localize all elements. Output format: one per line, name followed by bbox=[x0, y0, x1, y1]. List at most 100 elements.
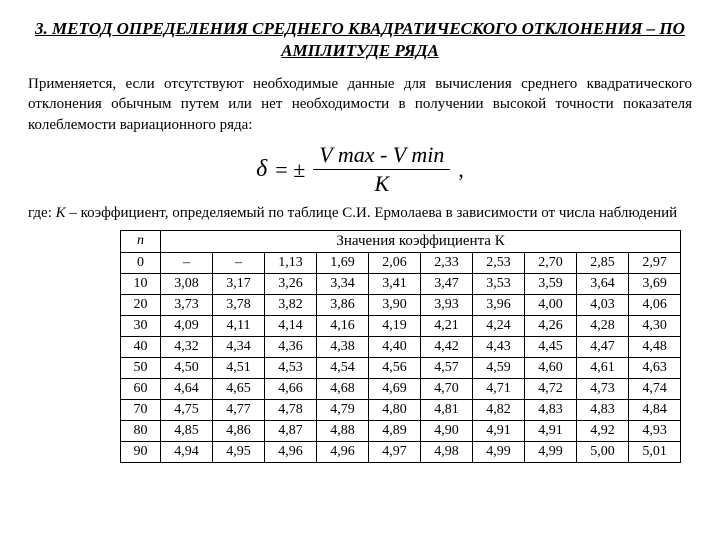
cell: 4,83 bbox=[577, 399, 629, 420]
cell: 4,53 bbox=[265, 357, 317, 378]
cell: 4,21 bbox=[421, 315, 473, 336]
cell: 3,59 bbox=[525, 273, 577, 294]
cell: 4,34 bbox=[213, 336, 265, 357]
note-mid: – коэффициент, определяемый по таблице С… bbox=[66, 205, 678, 221]
cell: 4,96 bbox=[265, 441, 317, 462]
cell: 4,93 bbox=[629, 420, 681, 441]
cell: 4,16 bbox=[317, 315, 369, 336]
numerator: V max - V min bbox=[313, 143, 450, 170]
cell: 4,42 bbox=[421, 336, 473, 357]
cell: 2,97 bbox=[629, 252, 681, 273]
row-head: 30 bbox=[121, 315, 161, 336]
cell: 4,90 bbox=[421, 420, 473, 441]
cell: 4,98 bbox=[421, 441, 473, 462]
cell: 4,99 bbox=[473, 441, 525, 462]
table-row: 404,324,344,364,384,404,424,434,454,474,… bbox=[121, 336, 681, 357]
row-head: 50 bbox=[121, 357, 161, 378]
cell: 4,94 bbox=[161, 441, 213, 462]
denominator: K bbox=[374, 170, 389, 196]
cell: 4,59 bbox=[473, 357, 525, 378]
coeff-table: n Значения коэффициента К 0––1,131,692,0… bbox=[120, 230, 681, 463]
cell: 4,84 bbox=[629, 399, 681, 420]
cell: 4,14 bbox=[265, 315, 317, 336]
delta-symbol: δ bbox=[256, 156, 267, 183]
cell: 4,63 bbox=[629, 357, 681, 378]
cell: 3,64 bbox=[577, 273, 629, 294]
table-header-row: n Значения коэффициента К bbox=[121, 230, 681, 252]
cell: 3,69 bbox=[629, 273, 681, 294]
fraction: V max - V min K bbox=[313, 143, 450, 196]
cell: 4,50 bbox=[161, 357, 213, 378]
cell: 4,95 bbox=[213, 441, 265, 462]
cell: 1,69 bbox=[317, 252, 369, 273]
note-prefix: где: bbox=[28, 205, 56, 221]
table-row: 904,944,954,964,964,974,984,994,995,005,… bbox=[121, 441, 681, 462]
table-row: 203,733,783,823,863,903,933,964,004,034,… bbox=[121, 294, 681, 315]
cell: 3,93 bbox=[421, 294, 473, 315]
cell: 4,26 bbox=[525, 315, 577, 336]
equals-plusminus: = ± bbox=[275, 157, 305, 183]
cell: 3,34 bbox=[317, 273, 369, 294]
intro-paragraph: Применяется, если отсутствуют необходимы… bbox=[28, 74, 692, 135]
cell: 4,09 bbox=[161, 315, 213, 336]
table-row: 804,854,864,874,884,894,904,914,914,924,… bbox=[121, 420, 681, 441]
cell: 4,11 bbox=[213, 315, 265, 336]
cell: 3,41 bbox=[369, 273, 421, 294]
cell: – bbox=[213, 252, 265, 273]
table-row: 604,644,654,664,684,694,704,714,724,734,… bbox=[121, 378, 681, 399]
cell: 4,78 bbox=[265, 399, 317, 420]
cell: 4,99 bbox=[525, 441, 577, 462]
row-head: 80 bbox=[121, 420, 161, 441]
table-row: 0––1,131,692,062,332,532,702,852,97 bbox=[121, 252, 681, 273]
cell: 4,43 bbox=[473, 336, 525, 357]
cell: 3,78 bbox=[213, 294, 265, 315]
cell: 4,87 bbox=[265, 420, 317, 441]
cell: 4,72 bbox=[525, 378, 577, 399]
cell: 3,82 bbox=[265, 294, 317, 315]
cell: 4,81 bbox=[421, 399, 473, 420]
cell: 4,28 bbox=[577, 315, 629, 336]
cell: 4,47 bbox=[577, 336, 629, 357]
cell: 4,92 bbox=[577, 420, 629, 441]
cell: 4,19 bbox=[369, 315, 421, 336]
cell: 4,91 bbox=[473, 420, 525, 441]
cell: 4,77 bbox=[213, 399, 265, 420]
cell: 4,24 bbox=[473, 315, 525, 336]
cell: 3,86 bbox=[317, 294, 369, 315]
cell: 3,96 bbox=[473, 294, 525, 315]
cell: 4,06 bbox=[629, 294, 681, 315]
cell: 2,06 bbox=[369, 252, 421, 273]
cell: 4,74 bbox=[629, 378, 681, 399]
row-head: 90 bbox=[121, 441, 161, 462]
cell: 3,17 bbox=[213, 273, 265, 294]
coeff-table-wrapper: n Значения коэффициента К 0––1,131,692,0… bbox=[120, 230, 680, 463]
cell: 2,85 bbox=[577, 252, 629, 273]
cell: 4,64 bbox=[161, 378, 213, 399]
table-row: 103,083,173,263,343,413,473,533,593,643,… bbox=[121, 273, 681, 294]
section-title: 3. МЕТОД ОПРЕДЕЛЕНИЯ СРЕДНЕГО КВАДРАТИЧЕ… bbox=[28, 18, 692, 62]
cell: 4,51 bbox=[213, 357, 265, 378]
cell: – bbox=[161, 252, 213, 273]
cell: 2,33 bbox=[421, 252, 473, 273]
cell: 4,56 bbox=[369, 357, 421, 378]
trailing-comma: , bbox=[458, 157, 464, 183]
cell: 4,75 bbox=[161, 399, 213, 420]
table-body: 0––1,131,692,062,332,532,702,852,97103,0… bbox=[121, 252, 681, 462]
cell: 4,91 bbox=[525, 420, 577, 441]
cell: 4,45 bbox=[525, 336, 577, 357]
cell: 4,88 bbox=[317, 420, 369, 441]
cell: 4,96 bbox=[317, 441, 369, 462]
cell: 4,36 bbox=[265, 336, 317, 357]
cell: 4,97 bbox=[369, 441, 421, 462]
cell: 4,66 bbox=[265, 378, 317, 399]
cell: 4,00 bbox=[525, 294, 577, 315]
cell: 4,71 bbox=[473, 378, 525, 399]
row-head: 10 bbox=[121, 273, 161, 294]
cell: 3,08 bbox=[161, 273, 213, 294]
cell: 4,70 bbox=[421, 378, 473, 399]
cell: 4,82 bbox=[473, 399, 525, 420]
cell: 4,65 bbox=[213, 378, 265, 399]
cell: 4,86 bbox=[213, 420, 265, 441]
cell: 4,83 bbox=[525, 399, 577, 420]
table-row: 304,094,114,144,164,194,214,244,264,284,… bbox=[121, 315, 681, 336]
